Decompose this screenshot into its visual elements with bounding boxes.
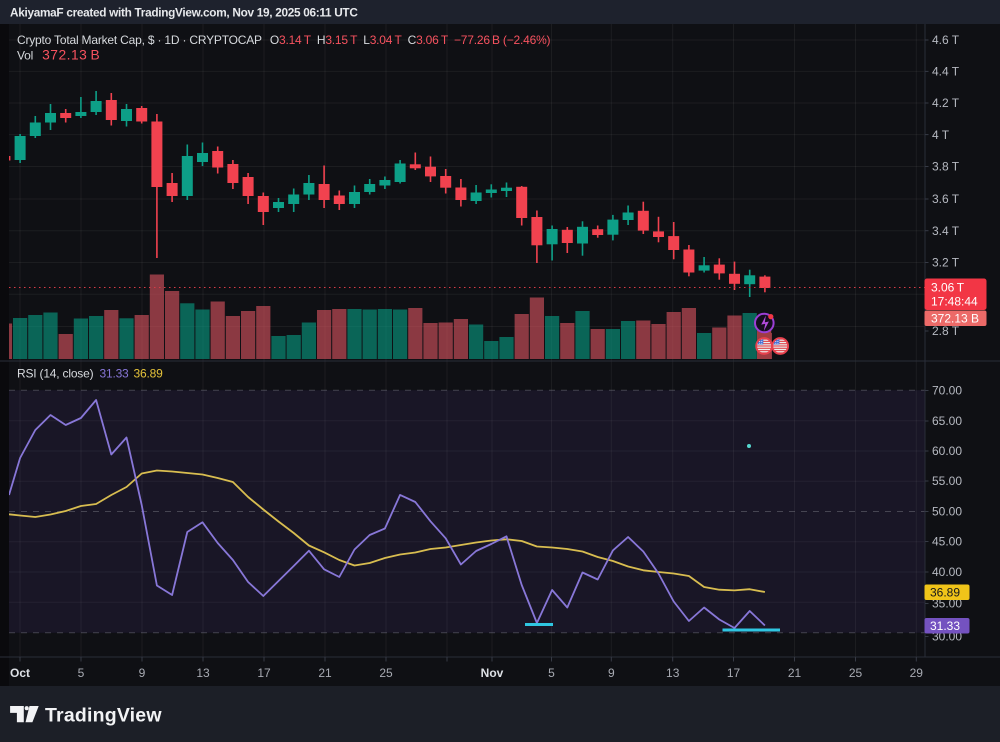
svg-text:25: 25 xyxy=(379,666,393,680)
svg-text:40.00: 40.00 xyxy=(932,565,962,579)
svg-text:3.6 T: 3.6 T xyxy=(932,192,960,206)
svg-text:31.33: 31.33 xyxy=(930,619,960,633)
svg-text:4.4 T: 4.4 T xyxy=(932,65,960,79)
svg-text:5: 5 xyxy=(548,666,555,680)
svg-text:Nov: Nov xyxy=(481,666,504,680)
svg-text:4 T: 4 T xyxy=(932,128,950,142)
svg-text:13: 13 xyxy=(196,666,210,680)
svg-text:17: 17 xyxy=(257,666,271,680)
svg-text:5: 5 xyxy=(78,666,85,680)
svg-text:36.89: 36.89 xyxy=(930,586,960,600)
svg-text:21: 21 xyxy=(788,666,802,680)
svg-text:17:48:44: 17:48:44 xyxy=(931,295,978,309)
svg-text:4.6 T: 4.6 T xyxy=(932,33,960,47)
svg-text:29: 29 xyxy=(910,666,924,680)
svg-text:4.2 T: 4.2 T xyxy=(932,96,960,110)
svg-text:2.8 T: 2.8 T xyxy=(932,324,960,338)
svg-text:TradingView: TradingView xyxy=(45,705,162,727)
svg-text:9: 9 xyxy=(139,666,146,680)
svg-text:50.00: 50.00 xyxy=(932,505,962,519)
svg-text:3.8 T: 3.8 T xyxy=(932,160,960,174)
svg-text:60.00: 60.00 xyxy=(932,444,962,458)
svg-text:3.2 T: 3.2 T xyxy=(932,256,960,270)
svg-text:Oct: Oct xyxy=(10,666,30,680)
svg-text:45.00: 45.00 xyxy=(932,535,962,549)
svg-text:AkiyamaF created with TradingV: AkiyamaF created with TradingView.com, N… xyxy=(10,6,358,20)
svg-text:3.06 T: 3.06 T xyxy=(931,281,965,295)
svg-text:70.00: 70.00 xyxy=(932,384,962,398)
svg-text:Crypto Total Market Cap, $ · 1: Crypto Total Market Cap, $ · 1D · CRYPTO… xyxy=(17,33,551,47)
svg-text:372.13 B: 372.13 B xyxy=(931,312,979,326)
svg-text:65.00: 65.00 xyxy=(932,414,962,428)
svg-text:21: 21 xyxy=(318,666,332,680)
svg-text:35.00: 35.00 xyxy=(932,597,962,611)
svg-text:25: 25 xyxy=(849,666,863,680)
svg-text:3.4 T: 3.4 T xyxy=(932,224,960,238)
svg-text:13: 13 xyxy=(666,666,680,680)
svg-text:55.00: 55.00 xyxy=(932,474,962,488)
svg-text:9: 9 xyxy=(608,666,615,680)
svg-text:17: 17 xyxy=(727,666,741,680)
